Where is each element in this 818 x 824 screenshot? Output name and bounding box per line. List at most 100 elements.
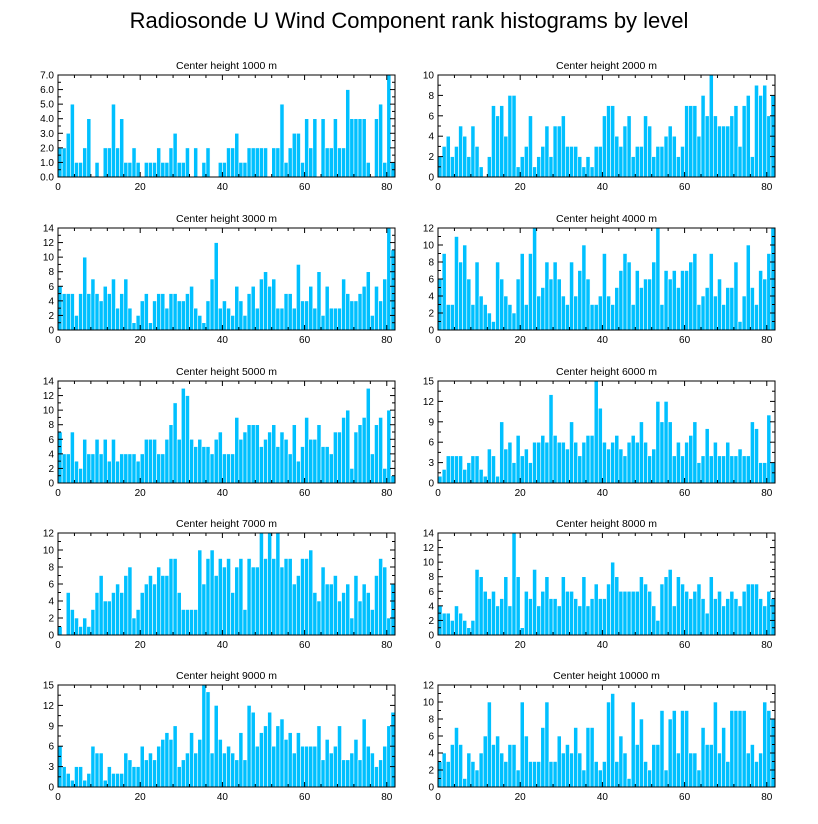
bar — [450, 744, 455, 788]
x-tick-label: 0 — [435, 792, 441, 803]
bar — [573, 598, 579, 636]
bar — [94, 293, 100, 331]
bar — [663, 135, 669, 178]
bar — [74, 460, 79, 484]
bar — [378, 103, 383, 178]
bar — [643, 441, 648, 484]
bar — [111, 103, 116, 178]
y-tick-label: 3 — [428, 458, 434, 469]
bar — [304, 417, 309, 484]
x-tick-label: 80 — [761, 335, 773, 346]
y-tick-label: 8 — [428, 91, 434, 102]
bar — [378, 300, 383, 331]
bar — [630, 156, 636, 178]
bar — [610, 441, 616, 484]
bar — [144, 162, 149, 178]
x-tick-label: 60 — [299, 488, 311, 499]
bar — [762, 701, 768, 788]
bar — [754, 428, 759, 484]
bar — [491, 744, 496, 788]
bar — [639, 421, 644, 484]
bar — [602, 115, 607, 178]
bar — [156, 453, 162, 484]
bar — [300, 558, 305, 636]
bar — [708, 744, 714, 788]
bar — [515, 278, 521, 331]
bar — [370, 752, 375, 788]
y-tick-label: 0 — [428, 479, 434, 490]
y-tick-label: 12 — [423, 224, 435, 235]
bar — [478, 166, 484, 178]
x-tick-label: 60 — [679, 640, 691, 651]
y-tick-label: 5.0 — [40, 100, 54, 111]
bar — [341, 278, 346, 331]
bar — [729, 287, 735, 331]
bar — [70, 103, 75, 178]
bar — [111, 592, 116, 636]
bar — [725, 761, 731, 788]
y-tick-label: 2 — [428, 152, 434, 163]
bar — [634, 441, 640, 484]
bar — [246, 424, 252, 484]
bar — [176, 592, 182, 636]
bar — [528, 253, 533, 331]
bar — [741, 455, 747, 484]
bar — [556, 441, 562, 484]
bar — [671, 455, 677, 484]
bar — [127, 162, 133, 178]
bar — [610, 693, 616, 788]
bar — [762, 278, 768, 331]
x-tick-label: 80 — [381, 335, 393, 346]
bar — [462, 778, 468, 788]
bar — [511, 462, 517, 484]
bar — [548, 598, 554, 636]
bar — [671, 135, 677, 178]
bar — [353, 431, 359, 484]
bar — [131, 453, 137, 484]
bar — [610, 105, 616, 178]
panel-title: Center height 9000 m — [176, 670, 277, 682]
bar — [107, 147, 112, 178]
bar — [626, 261, 632, 331]
bar — [107, 766, 112, 788]
bar — [560, 752, 566, 788]
bar — [131, 766, 137, 788]
bar — [374, 575, 379, 636]
bar — [246, 705, 252, 788]
bar — [606, 583, 611, 636]
bar — [441, 612, 447, 636]
bar — [386, 227, 392, 331]
bar — [176, 766, 182, 788]
bar — [172, 132, 178, 178]
bar — [680, 270, 685, 331]
bar — [462, 135, 468, 178]
bar — [721, 455, 726, 484]
y-tick-label: 6 — [428, 587, 434, 598]
bar — [754, 583, 759, 636]
bar — [667, 278, 673, 331]
bar — [320, 759, 326, 788]
x-tick-label: 80 — [761, 792, 773, 803]
x-tick-label: 80 — [761, 488, 773, 499]
y-tick-label: 6 — [48, 282, 54, 293]
y-tick-label: 4 — [428, 132, 434, 143]
bar — [296, 132, 301, 178]
bar — [503, 295, 509, 331]
bar — [470, 761, 476, 788]
bar — [230, 147, 236, 178]
bar — [148, 438, 153, 484]
bar — [700, 455, 706, 484]
bar — [441, 146, 447, 178]
bar — [164, 732, 170, 788]
bar — [230, 315, 236, 331]
y-tick-label: 2 — [48, 311, 54, 322]
bar — [556, 125, 562, 178]
bar — [495, 115, 500, 178]
bar — [733, 710, 739, 788]
bar — [704, 428, 710, 484]
bar — [197, 739, 203, 788]
bar — [708, 455, 714, 484]
bar — [135, 315, 141, 331]
bar — [217, 162, 223, 178]
x-tick-label: 20 — [135, 792, 147, 803]
